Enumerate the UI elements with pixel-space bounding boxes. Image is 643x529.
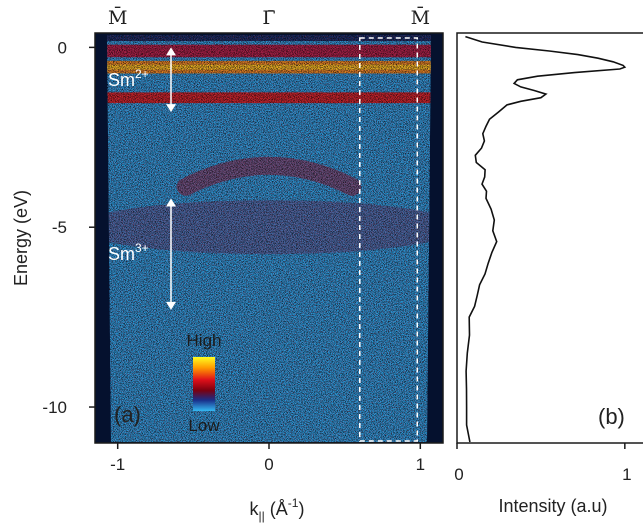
colorbar-gradient <box>193 357 215 411</box>
colorbar-low-label: Low <box>188 416 220 435</box>
high-symmetry-label: M̄ <box>411 6 430 29</box>
annotation-arrow-head-top <box>166 198 176 207</box>
colorbar-high-label: High <box>187 331 222 350</box>
y-tick-label: -5 <box>52 218 67 237</box>
intensity-tick-label: 1 <box>622 465 631 484</box>
panel-a-letter: (a) <box>114 402 141 427</box>
high-symmetry-label: Γ̄ <box>262 7 275 29</box>
x-axis-title-subscript: || <box>259 509 265 523</box>
x-axis-title-main: k <box>250 499 260 519</box>
annotations: Sm2+ Sm3+ <box>108 47 176 310</box>
high-symmetry-label: M̄ <box>108 6 127 29</box>
intensity-tick-label: 0 <box>454 465 463 484</box>
panel-b-letter: (b) <box>598 404 625 429</box>
intensity-curve <box>465 35 627 443</box>
annotation-arrow-head-top <box>166 47 176 56</box>
intensity-axis-title: Intensity (a.u) <box>498 496 607 516</box>
x-axis-title-close: ) <box>298 499 304 519</box>
panel-a: Sm2+Sm3+ High Low (a) -1 0 10-5-10M̄ Γ̄ M̄ E… <box>11 6 444 523</box>
annotation-label: Sm3+ <box>108 241 149 264</box>
y-axis-title: Energy (eV) <box>11 190 31 286</box>
annotation-1: Sm3+ <box>108 198 176 310</box>
x-tick-label: -1 <box>110 455 125 474</box>
integration-window <box>359 37 419 442</box>
heatmap-area <box>107 35 431 442</box>
x-axis-title: k|| (Å-1) <box>250 496 305 523</box>
heatmap-noise-dark <box>107 35 431 442</box>
x-tick-label: 1 <box>416 455 425 474</box>
annotation-0: Sm2+ <box>108 47 176 113</box>
panel-a-axes: -1 0 10-5-10M̄ Γ̄ M̄ <box>42 6 430 474</box>
x-tick-label: 0 <box>264 455 273 474</box>
annotation-label: Sm2+ <box>108 67 149 90</box>
y-tick-label: 0 <box>58 38 67 57</box>
annotation-arrow-head-bottom <box>166 301 176 310</box>
annotation-arrow-head-bottom <box>166 104 176 113</box>
y-tick-label: -10 <box>42 398 67 417</box>
colorbar: High Low <box>187 331 222 435</box>
x-axis-title-exponent: -1 <box>288 496 299 510</box>
x-axis-title-unit: (Å <box>265 499 288 519</box>
panel-b-frame <box>456 32 643 444</box>
